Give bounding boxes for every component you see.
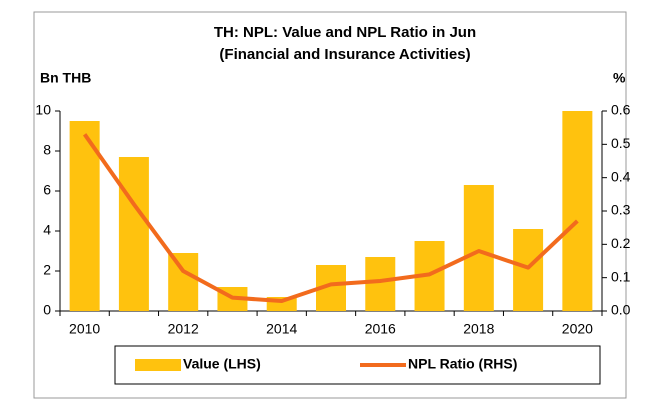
bar	[562, 111, 593, 311]
y2-tick-label: 0.0	[611, 302, 631, 318]
y-tick-label: 2	[43, 262, 51, 278]
legend-box	[114, 345, 601, 385]
y2-axis-label: %	[613, 70, 626, 86]
y-tick-label: 6	[43, 182, 51, 198]
y-axis-label: Bn THB	[40, 70, 91, 86]
x-tick-label: 2012	[168, 321, 199, 337]
legend-label: Value (LHS)	[183, 356, 261, 372]
x-tick-label: 2010	[69, 321, 100, 337]
y2-tick-label: 0.4	[611, 168, 631, 184]
bar	[463, 185, 494, 311]
bar	[69, 121, 100, 311]
chart-frame	[33, 11, 627, 399]
legend-label: NPL Ratio (RHS)	[408, 356, 517, 372]
y2-tick-label: 0.2	[611, 235, 631, 251]
bar	[118, 157, 149, 311]
y2-tick-label: 0.5	[611, 135, 631, 151]
line	[83, 133, 579, 303]
legend-swatch	[135, 359, 181, 371]
x-tick-label: 2016	[365, 321, 396, 337]
x-tick-label: 2018	[463, 321, 494, 337]
y-tick-label: 0	[43, 302, 51, 318]
chart-title: TH: NPL: Value and NPL Ratio in Jun	[214, 24, 476, 41]
x-tick-label: 2020	[562, 321, 593, 337]
y-tick-label: 8	[43, 142, 51, 158]
y-tick-label: 10	[35, 102, 51, 118]
chart-subtitle: (Financial and Insurance Activities)	[219, 46, 470, 63]
y-tick-label: 4	[43, 222, 51, 238]
x-tick-label: 2014	[266, 321, 297, 337]
bar	[168, 253, 199, 311]
y2-tick-label: 0.1	[611, 268, 631, 284]
y2-tick-label: 0.3	[611, 202, 631, 218]
y2-tick-label: 0.6	[611, 102, 631, 118]
bar	[513, 229, 544, 311]
bar	[365, 257, 396, 311]
